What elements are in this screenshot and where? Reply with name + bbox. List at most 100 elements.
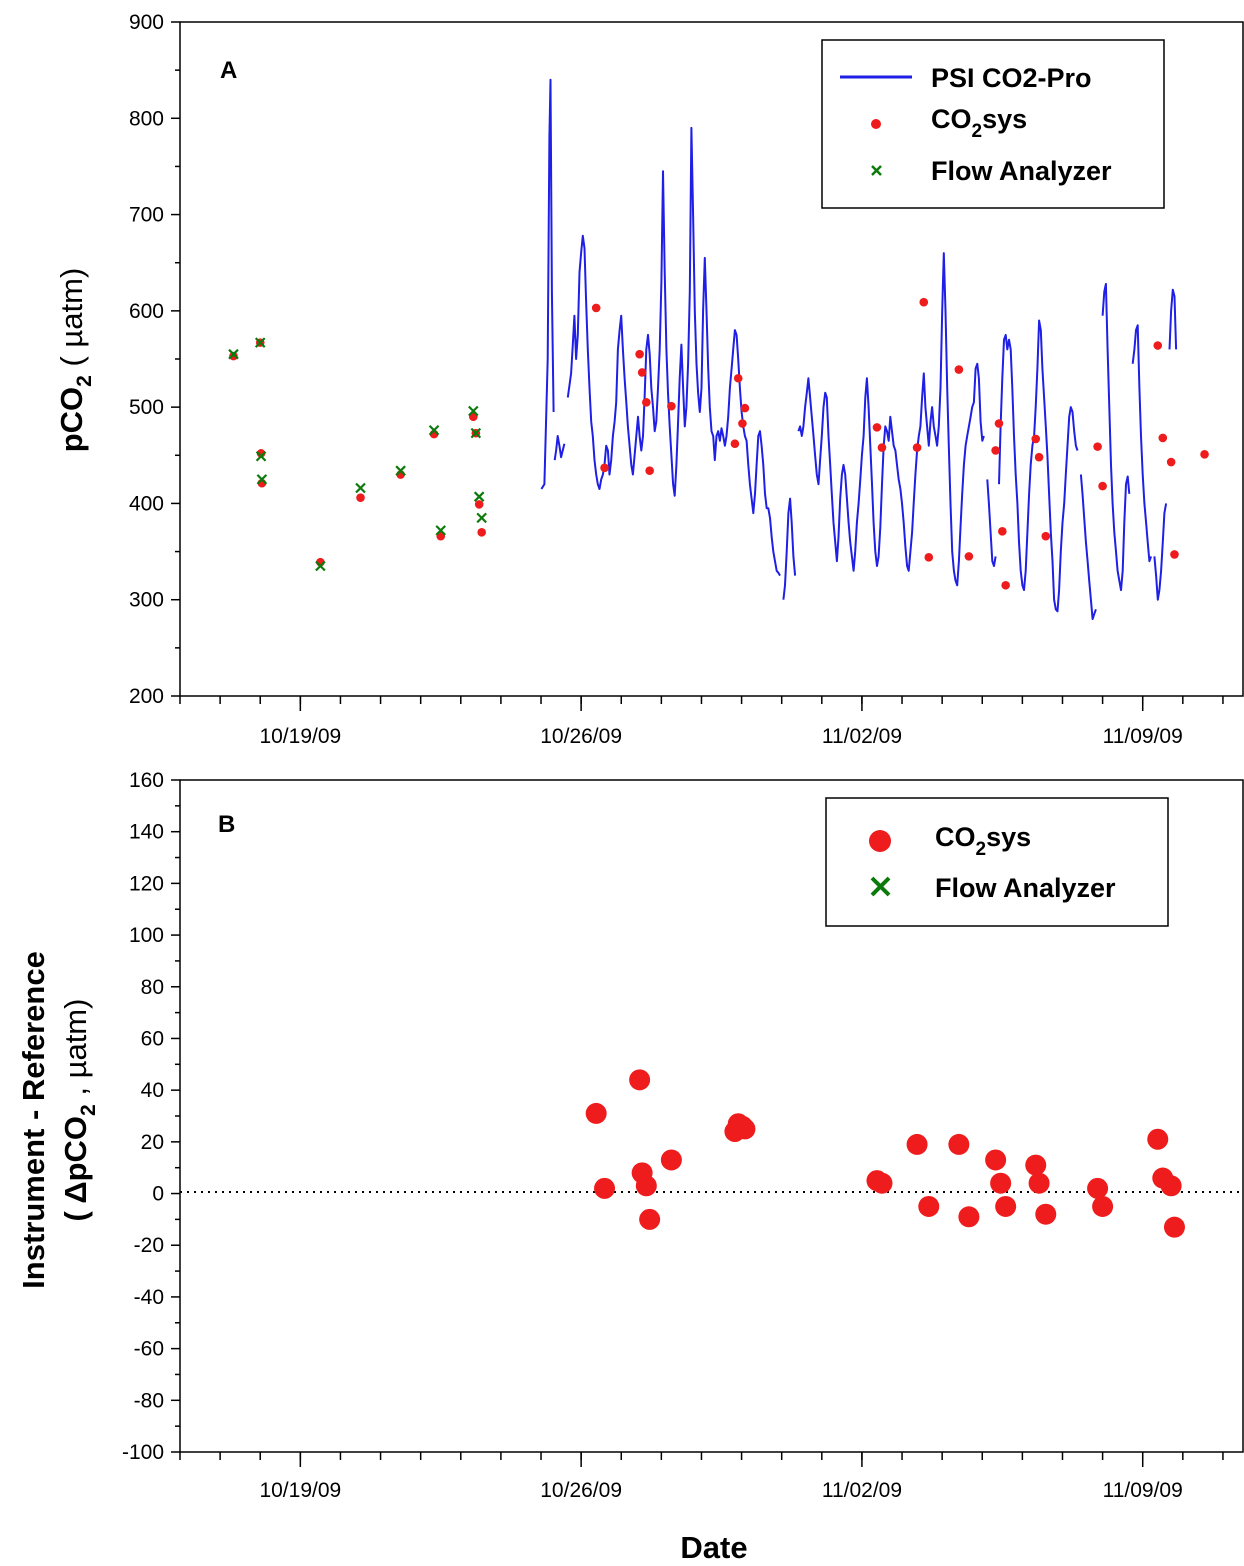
panel-a-legend: PSI CO2-Pro CO2sys Flow Analyzer [821,39,1165,209]
panel-a-flow-analyzer-point [315,560,326,572]
panel-b-y-tick-label: -40 [134,1286,164,1309]
panel-b-co2sys-point [635,1175,657,1197]
panel-a-co2sys-point [591,303,601,313]
panel-a-psi-line-segment [986,479,997,567]
panel-b-co2sys-point [1087,1177,1109,1199]
panel-b-co2sys-point [734,1118,756,1140]
panel-a-psi-line-segment [1153,503,1168,601]
panel-a-co2sys-point [667,401,676,411]
panel-b-axes: -100 -80 -60 -40 -20 0 20 40 60 80 100 120 140 160 10/… [122,769,1224,1502]
panel-a-y-tick-label: 600 [129,300,164,323]
panel-a-co2sys-point [637,368,647,377]
panel-b-co2sys-point [1160,1175,1182,1197]
panel-a-co2sys-point [872,423,882,432]
panel-a-psi-line-segment [540,78,555,490]
panel-a-flow-analyzer-point [256,474,268,485]
panel-b-y-tick-label: -60 [134,1338,164,1361]
legend-label-flow-analyzer: Flow Analyzer [931,156,1112,186]
panel-a-flow-analyzer-point [473,491,485,502]
panel-b-y-tick-label: 40 [141,1079,164,1102]
panel-a-y-tick-label: 400 [129,492,164,515]
panel-b-co2sys-point [948,1133,970,1155]
panel-a-psi-line-segment [998,319,1079,613]
panel-a-x-tick-label: 10/19/09 [259,725,341,748]
panel-a-psi-line-segment [553,435,566,461]
panel-a: 200 300 400 500 600 700 800 900 10/19/09 10/26/09… [54,11,1244,748]
panel-a-psi-line-segment [1131,324,1153,563]
panel-b-y-tick-label: 80 [141,976,164,999]
panel-b-co2sys-point [990,1172,1012,1194]
panel-a-y-axis-title-main: pCO [54,387,89,452]
panel-a-co2sys-point [733,373,743,383]
panel-b-co2sys-point [906,1133,928,1155]
legend-dot-swatch [871,119,881,129]
panel-a-co2sys-point [1158,433,1168,443]
panel-a-y-tick-label: 700 [129,204,164,227]
panel-b-series-layer [585,1069,1185,1238]
panel-b-y-axis-title-line2: ( ΔpCO2 , µatm) [58,999,100,1222]
panel-a-psi-line-segment [1168,288,1178,350]
panel-a-flow-analyzer-point [228,348,239,360]
panel-a-co2sys-point [738,419,747,428]
panel-a-psi-line-segment [1101,282,1131,592]
panel-a-co2sys-point [642,398,651,407]
panel-a-co2sys-point [229,351,238,361]
panel-b-co2sys-point [1025,1154,1047,1176]
panel-b-legend: CO2sys Flow Analyzer [825,797,1169,927]
panel-b-x-tick-label: 10/19/09 [259,1479,341,1502]
panel-a-x-tick-label: 10/26/09 [540,725,622,748]
panel-b-co2sys-point [985,1149,1007,1171]
panel-a-series-layer [228,78,1209,620]
panel-a-co2sys-point [994,419,1004,428]
panel-b-x-tick-label: 10/26/09 [540,1479,622,1502]
panel-a-co2sys-point [1034,452,1044,462]
legend-label-co2sys: CO2sys [935,822,1031,860]
panel-a-flow-analyzer-point [395,465,406,476]
legend-cross-swatch [871,165,882,176]
panel-a-co2sys-point [740,403,750,413]
panel-b-legend-box [825,797,1169,927]
panel-a-co2sys-point [356,493,365,502]
panel-a-flow-analyzer-point [470,427,482,439]
panel-a-x-tick-label: 11/09/09 [1103,725,1183,748]
panel-b-label: B [218,811,235,838]
panel-b-x-tick-label: 11/02/09 [822,1479,902,1502]
legend-cross-swatch [870,876,891,897]
panel-a-co2sys-point [645,466,654,475]
panel-a-co2sys-point [1041,531,1051,541]
panel-b-co2sys-point [1163,1216,1185,1238]
panel-a-y-axis-title-sub: 2 [73,375,96,387]
panel-a-y-tick-label: 500 [129,396,164,419]
panel-a-flow-analyzer-point [468,405,479,417]
panel-a-co2sys-point [998,527,1007,536]
panel-b-co2sys-point [871,1172,893,1194]
panel-b-y-tick-label: 0 [152,1183,164,1206]
legend-label-flow-analyzer: Flow Analyzer [935,873,1116,903]
svg-text:pCO2 ( µatm): pCO2 ( µatm) [54,268,96,453]
panel-a-flow-analyzer-point [255,450,267,462]
panel-b-y-tick-label: -20 [134,1234,164,1257]
panel-a-y-tick-label: 200 [129,685,164,708]
panel-b-y-tick-label: 120 [129,872,164,895]
panel-a-co2sys-point [730,439,740,449]
panel-a-co2sys-point [474,500,484,509]
panel-b-y-tick-label: 160 [129,769,164,792]
panel-a-y-tick-label: 900 [129,11,164,34]
panel-a-psi-line-segment [797,252,985,587]
panel-a-co2sys-point [877,443,887,452]
panel-a-psi-line-segment [566,126,781,577]
panel-b-y-tick-label: -100 [122,1441,164,1464]
panel-a-axes: 200 300 400 500 600 700 800 900 10/19/09 10/26/09… [129,11,1224,748]
panel-a-co2sys-point [954,365,964,374]
panel-a-co2sys-point [964,552,974,561]
panel-a-y-axis-title: pCO2 ( µatm) [54,268,96,453]
panel-b-co2sys-point [958,1206,980,1228]
x-axis-title: Date [680,1530,747,1565]
panel-a-y-axis-title-unit: ( µatm) [54,268,89,375]
panel-a-co2sys-point [600,463,609,473]
panel-a-co2sys-point [912,443,922,452]
panel-b-co2sys-point [1147,1128,1169,1150]
panel-a-x-tick-label: 11/02/09 [822,725,902,748]
panel-a-co2sys-point [1001,580,1010,590]
